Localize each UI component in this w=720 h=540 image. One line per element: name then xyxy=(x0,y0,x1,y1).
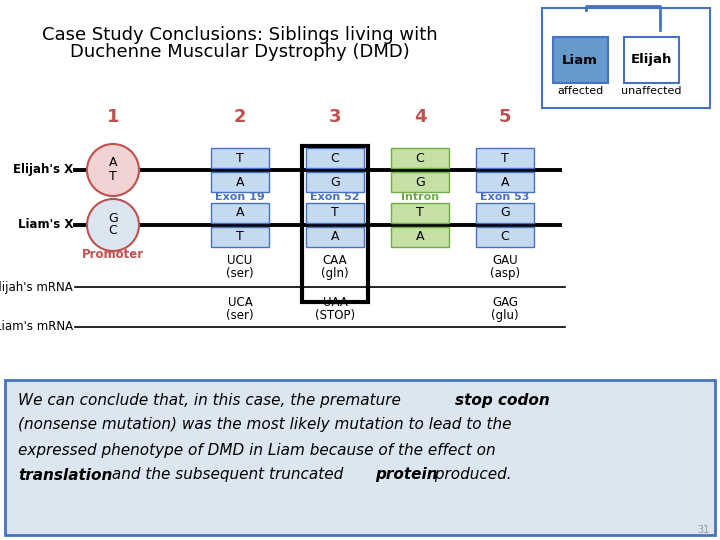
FancyBboxPatch shape xyxy=(553,37,608,83)
Text: C: C xyxy=(109,225,117,238)
Text: unaffected: unaffected xyxy=(621,86,681,96)
FancyBboxPatch shape xyxy=(391,203,449,223)
Text: Promoter: Promoter xyxy=(82,248,144,261)
Text: stop codon: stop codon xyxy=(455,393,550,408)
Text: (STOP): (STOP) xyxy=(315,308,355,321)
FancyBboxPatch shape xyxy=(211,203,269,223)
FancyBboxPatch shape xyxy=(391,148,449,168)
Text: GAU: GAU xyxy=(492,254,518,267)
Text: C: C xyxy=(500,231,509,244)
Text: (asp): (asp) xyxy=(490,267,520,280)
FancyBboxPatch shape xyxy=(476,148,534,168)
Text: affected: affected xyxy=(557,86,603,96)
Text: (ser): (ser) xyxy=(226,267,254,280)
Text: Exon 53: Exon 53 xyxy=(480,192,530,202)
Text: translation: translation xyxy=(18,468,112,483)
Text: (gln): (gln) xyxy=(321,267,348,280)
Text: T: T xyxy=(109,170,117,183)
Text: (nonsense mutation) was the most likely mutation to lead to the: (nonsense mutation) was the most likely … xyxy=(18,417,511,433)
Text: 31: 31 xyxy=(698,525,710,535)
Text: Case Study Conclusions: Siblings living with: Case Study Conclusions: Siblings living … xyxy=(42,26,438,44)
FancyBboxPatch shape xyxy=(391,172,449,192)
Text: Duchenne Muscular Dystrophy (DMD): Duchenne Muscular Dystrophy (DMD) xyxy=(70,43,410,61)
Text: Exon 19: Exon 19 xyxy=(215,192,265,202)
FancyBboxPatch shape xyxy=(476,172,534,192)
Text: protein: protein xyxy=(375,468,438,483)
FancyBboxPatch shape xyxy=(476,227,534,247)
Text: Liam: Liam xyxy=(562,53,598,66)
Text: T: T xyxy=(416,206,424,219)
Text: A: A xyxy=(330,231,339,244)
Text: G: G xyxy=(330,176,340,188)
Text: G: G xyxy=(108,212,118,225)
Text: A: A xyxy=(500,176,509,188)
FancyBboxPatch shape xyxy=(306,227,364,247)
Text: UCU: UCU xyxy=(228,254,253,267)
Text: 4: 4 xyxy=(414,108,426,126)
FancyBboxPatch shape xyxy=(306,172,364,192)
Bar xyxy=(302,146,368,302)
Text: A: A xyxy=(109,157,117,170)
FancyBboxPatch shape xyxy=(211,148,269,168)
Text: Liam's mRNA: Liam's mRNA xyxy=(0,321,73,334)
Circle shape xyxy=(87,199,139,251)
FancyBboxPatch shape xyxy=(211,227,269,247)
Text: Intron: Intron xyxy=(401,192,439,202)
Text: A: A xyxy=(415,231,424,244)
Text: Elijah's mRNA: Elijah's mRNA xyxy=(0,280,73,294)
Text: Liam's X: Liam's X xyxy=(17,219,73,232)
Text: Elijah's X: Elijah's X xyxy=(13,164,73,177)
Text: T: T xyxy=(331,206,339,219)
Text: (glu): (glu) xyxy=(491,308,519,321)
Text: We can conclude that, in this case, the premature: We can conclude that, in this case, the … xyxy=(18,393,406,408)
Text: 5: 5 xyxy=(499,108,511,126)
Text: GAG: GAG xyxy=(492,296,518,309)
Text: G: G xyxy=(415,176,425,188)
Text: A: A xyxy=(235,206,244,219)
FancyBboxPatch shape xyxy=(5,380,715,535)
FancyBboxPatch shape xyxy=(542,8,710,108)
Text: UAA: UAA xyxy=(323,296,348,309)
Text: and the subsequent truncated: and the subsequent truncated xyxy=(107,468,348,483)
Text: T: T xyxy=(501,152,509,165)
Text: produced.: produced. xyxy=(430,468,512,483)
Text: T: T xyxy=(236,152,244,165)
Text: 3: 3 xyxy=(329,108,341,126)
FancyBboxPatch shape xyxy=(476,203,534,223)
Text: CAA: CAA xyxy=(323,254,347,267)
Text: G: G xyxy=(500,206,510,219)
Text: C: C xyxy=(415,152,424,165)
Text: expressed phenotype of DMD in Liam because of the effect on: expressed phenotype of DMD in Liam becau… xyxy=(18,442,495,457)
Text: C: C xyxy=(330,152,339,165)
Circle shape xyxy=(87,144,139,196)
Text: UCA: UCA xyxy=(228,296,253,309)
Text: Exon 52: Exon 52 xyxy=(310,192,360,202)
FancyBboxPatch shape xyxy=(306,148,364,168)
Text: Elijah: Elijah xyxy=(630,53,672,66)
Text: T: T xyxy=(236,231,244,244)
FancyBboxPatch shape xyxy=(624,37,679,83)
FancyBboxPatch shape xyxy=(211,172,269,192)
FancyBboxPatch shape xyxy=(306,203,364,223)
Text: 2: 2 xyxy=(234,108,246,126)
Text: (ser): (ser) xyxy=(226,308,254,321)
FancyBboxPatch shape xyxy=(391,227,449,247)
Text: A: A xyxy=(235,176,244,188)
Text: 1: 1 xyxy=(107,108,120,126)
